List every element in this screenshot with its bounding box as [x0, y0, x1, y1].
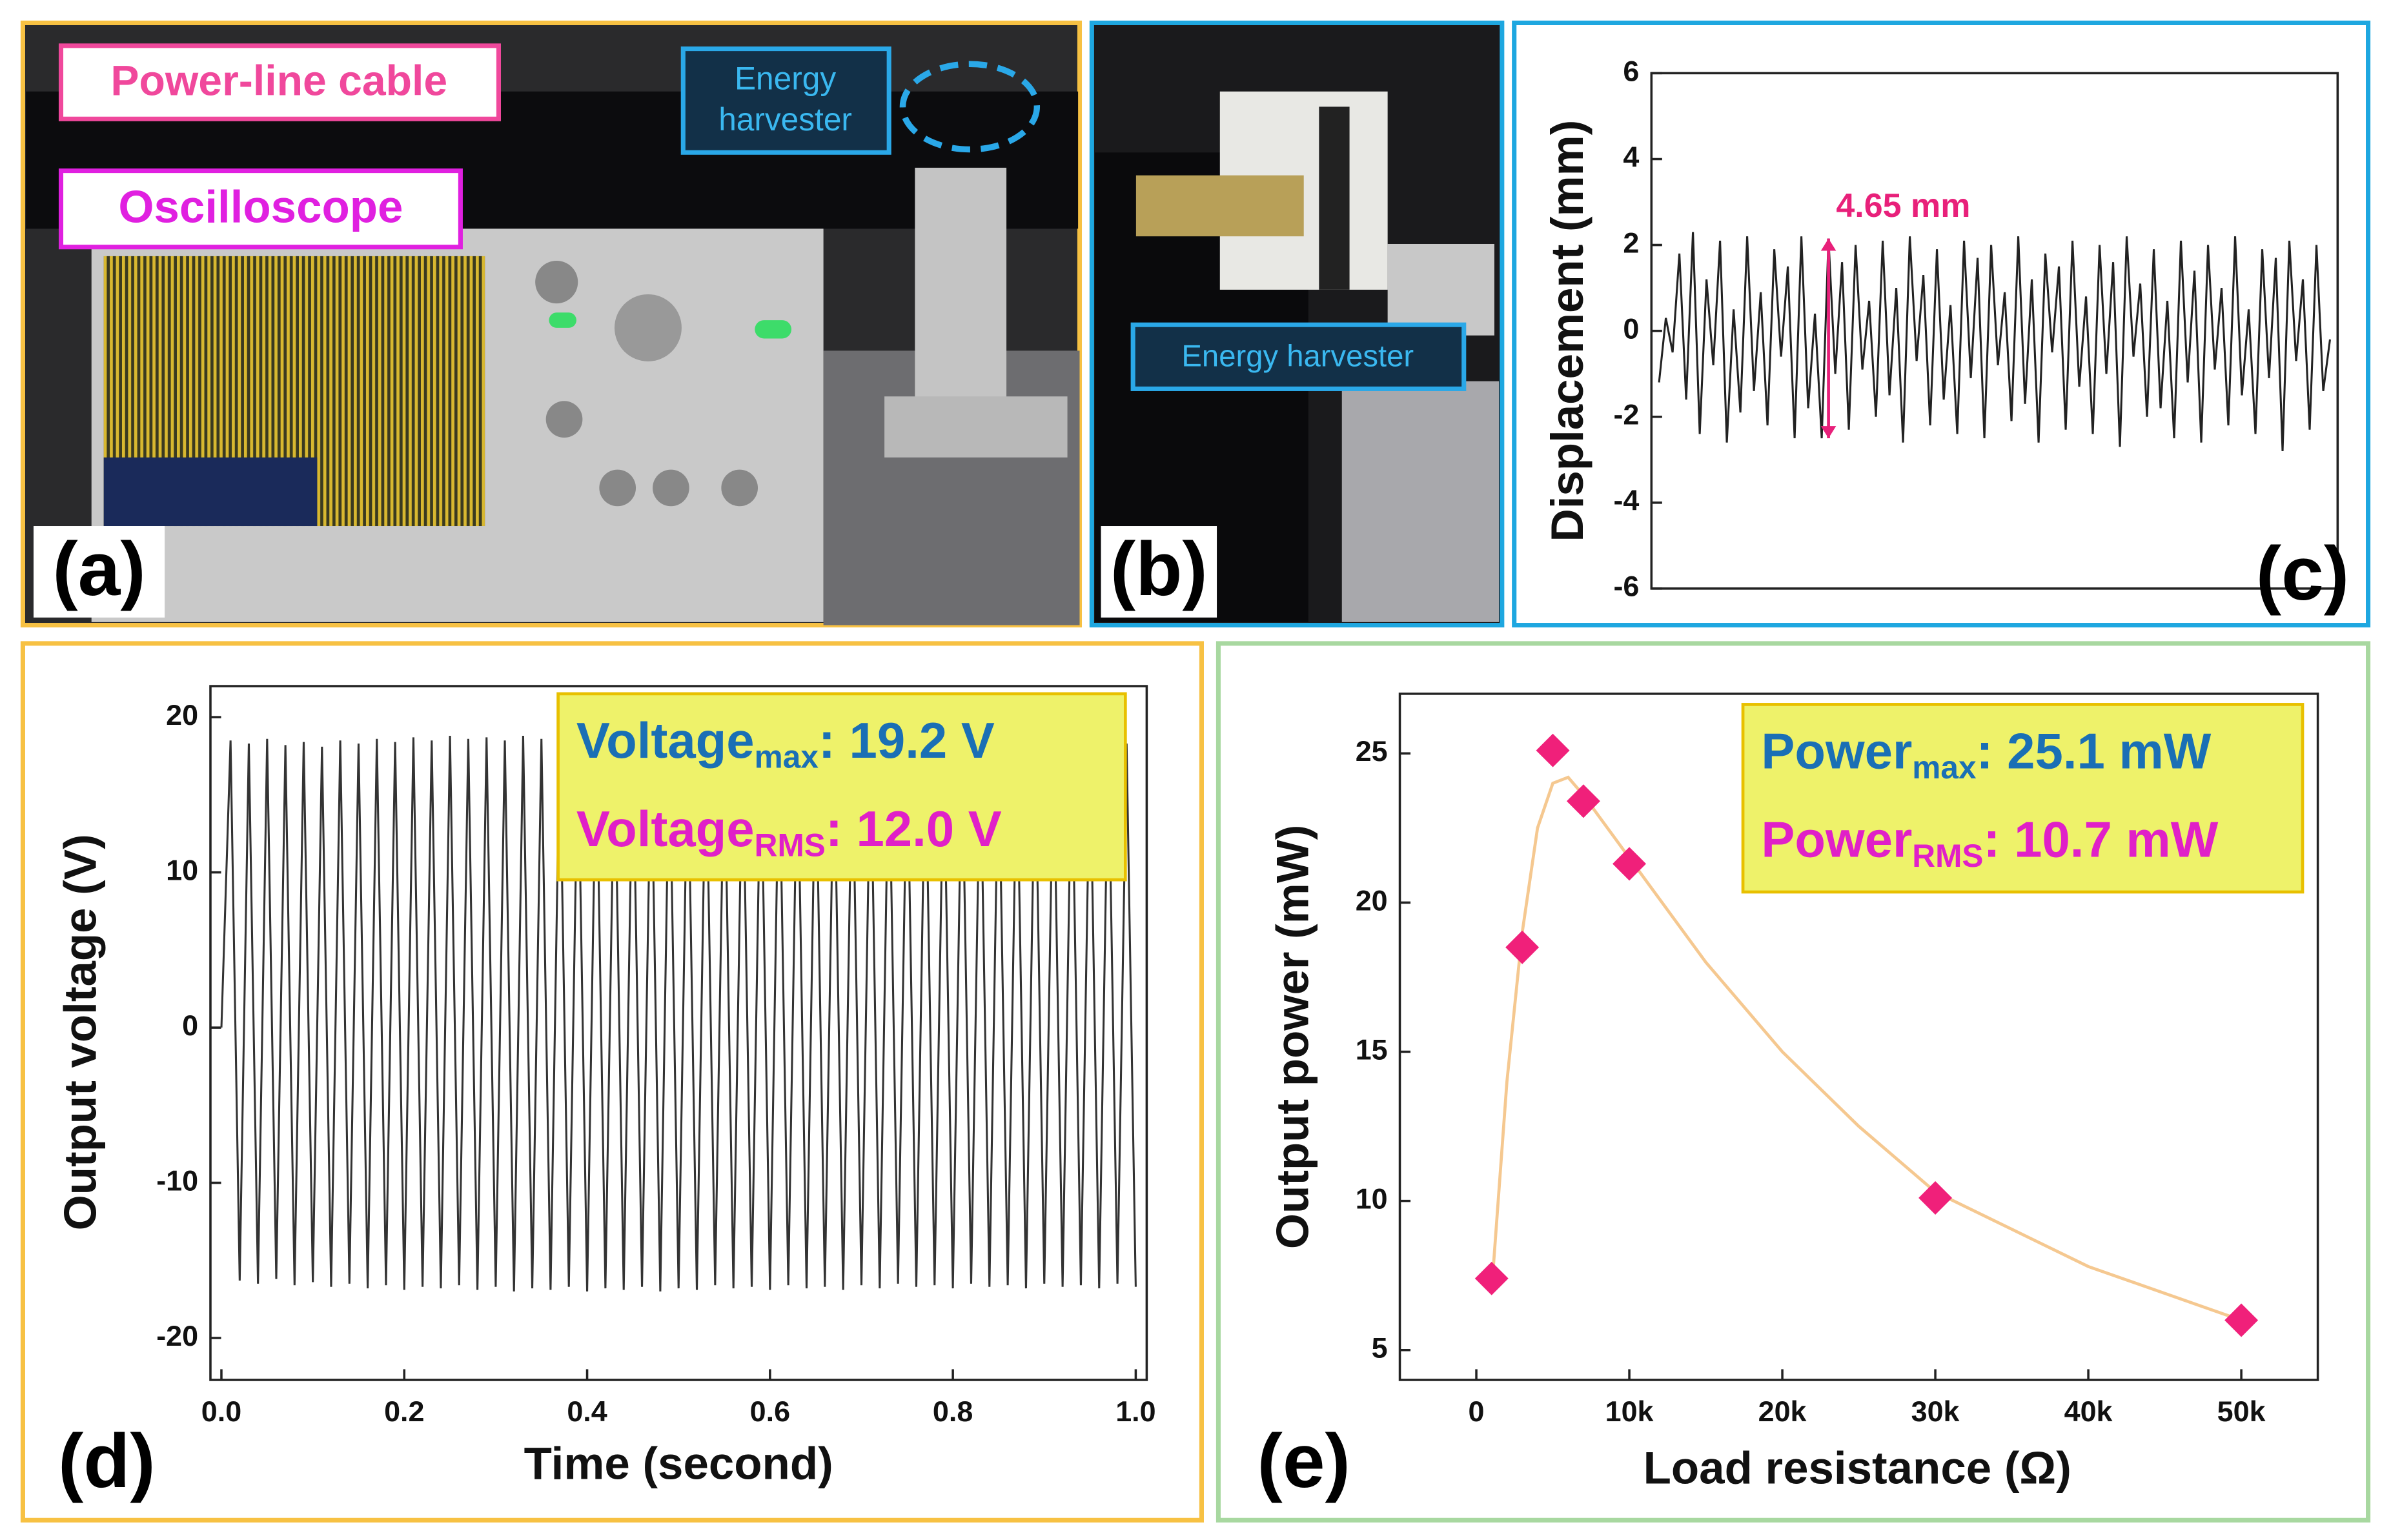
- knob: [535, 260, 578, 304]
- y-tick-label: 10: [166, 853, 198, 886]
- annotation-main: Power: [1761, 722, 1912, 779]
- annotation-main: Power: [1761, 811, 1912, 867]
- knob: [721, 469, 758, 507]
- annotation-main: Voltage: [576, 800, 755, 856]
- y-tick-label: -2: [1614, 398, 1640, 431]
- photo-a: Power-line cable Oscilloscope Energy har…: [20, 20, 1083, 628]
- x-tick-label: 0.0: [201, 1395, 241, 1428]
- annotation: 4.65 mm: [1836, 187, 1970, 225]
- y-tick-label: 0: [182, 1009, 198, 1042]
- label-box: [1101, 526, 1217, 618]
- panel-label: (d): [58, 1419, 156, 1504]
- bracket: [1341, 381, 1500, 622]
- data-point: [1505, 930, 1540, 964]
- bracket-arm: [884, 396, 1068, 458]
- knob: [545, 401, 583, 438]
- x-axis-title: Load resistance (Ω): [1643, 1443, 2071, 1494]
- photo-b: Energy harvester (b): [1089, 20, 1505, 628]
- annotation-box: [1741, 703, 2305, 894]
- panel-label: (b): [1110, 527, 1208, 612]
- harvester-label: Energy harvester: [1181, 339, 1414, 374]
- x-tick-label: 0.8: [933, 1395, 973, 1428]
- annotation-sub: RMS: [755, 827, 826, 864]
- y-tick-label: -6: [1614, 570, 1640, 603]
- x-tick-label: 0.6: [750, 1395, 790, 1428]
- y-tick-label: 10: [1356, 1182, 1388, 1215]
- y-tick-label: 15: [1356, 1033, 1388, 1066]
- button: [549, 312, 576, 328]
- annotation-sub: max: [755, 739, 819, 775]
- knob: [614, 294, 682, 361]
- scope-readout: [103, 457, 318, 527]
- x-tick-label: 30k: [1911, 1395, 1960, 1428]
- highlight-circle: [899, 61, 1041, 153]
- cable-label: Power-line cable: [110, 57, 447, 105]
- annotation-main: Voltage: [576, 711, 755, 768]
- y-tick-label: 0: [1623, 312, 1639, 345]
- knob: [599, 469, 636, 507]
- x-tick-label: 20k: [1758, 1395, 1807, 1428]
- annotation-text: PowerRMS: 10.7 mW: [1761, 811, 2218, 874]
- y-tick-label: 20: [166, 698, 198, 731]
- data-line: [1658, 232, 2332, 452]
- annotation-text: Voltagemax: 19.2 V: [576, 711, 995, 775]
- knob: [653, 469, 689, 507]
- y-tick-label: 6: [1623, 54, 1639, 87]
- y-tick-label: -4: [1614, 484, 1640, 517]
- data-point: [1613, 847, 1647, 881]
- y-axis-title: Output power (mW): [1268, 825, 1319, 1249]
- annotation-rest: : 25.1 mW: [1977, 722, 2212, 779]
- y-tick-label: 2: [1623, 226, 1639, 259]
- y-tick-label: 25: [1356, 735, 1388, 767]
- x-tick-label: 1.0: [1115, 1395, 1155, 1428]
- label-box: [1130, 322, 1467, 391]
- y-tick-label: 4: [1623, 140, 1639, 173]
- magnet: [1319, 106, 1350, 290]
- label-box: [58, 43, 501, 121]
- y-axis-title: Displacement (mm): [1542, 120, 1593, 542]
- button: [755, 320, 792, 339]
- label-box: [33, 526, 165, 618]
- harvester-label: harvester: [718, 101, 852, 137]
- x-tick-label: 10k: [1605, 1395, 1654, 1428]
- label-box: [58, 168, 463, 250]
- annotation-sub: RMS: [1912, 838, 1983, 874]
- panel-label: (a): [52, 527, 145, 612]
- nut: [1387, 243, 1494, 336]
- y-tick-label: 20: [1356, 884, 1388, 917]
- data-point: [2224, 1303, 2259, 1337]
- annotation-text: VoltageRMS: 12.0 V: [576, 800, 1002, 863]
- data-line: [220, 735, 1137, 1292]
- harvester-beam: [1135, 175, 1304, 237]
- x-tick-label: 40k: [2064, 1395, 2113, 1428]
- data-point: [1566, 784, 1600, 818]
- y-tick-label: -10: [156, 1164, 198, 1197]
- label-box: [680, 46, 891, 155]
- x-tick-label: 0.2: [384, 1395, 424, 1428]
- x-tick-label: 0: [1469, 1395, 1485, 1428]
- annotation-sub: max: [1912, 749, 1977, 785]
- y-tick-label: -20: [156, 1319, 198, 1352]
- x-axis-title: Time (second): [524, 1438, 833, 1489]
- annotation-box: [556, 692, 1127, 882]
- data-line: [1490, 775, 2242, 1322]
- annotation-text: Powermax: 25.1 mW: [1761, 722, 2211, 785]
- y-tick-label: 5: [1372, 1332, 1388, 1364]
- y-axis-title: Output voltage (V): [56, 834, 107, 1230]
- panel-label: (e): [1257, 1419, 1350, 1504]
- plot-frame: [1398, 693, 2319, 1381]
- x-tick-label: 0.4: [567, 1395, 607, 1428]
- annotation-rest: : 10.7 mW: [1983, 811, 2218, 867]
- annotation-rest: : 12.0 V: [826, 800, 1002, 856]
- plot-frame: [209, 685, 1148, 1381]
- data-point: [1474, 1261, 1509, 1295]
- scope-label: Oscilloscope: [118, 182, 403, 233]
- annotation-rest: : 19.2 V: [819, 711, 995, 768]
- panel-label: (c): [2256, 531, 2349, 616]
- harvester-label: Energy: [735, 60, 836, 96]
- x-tick-label: 50k: [2217, 1395, 2266, 1428]
